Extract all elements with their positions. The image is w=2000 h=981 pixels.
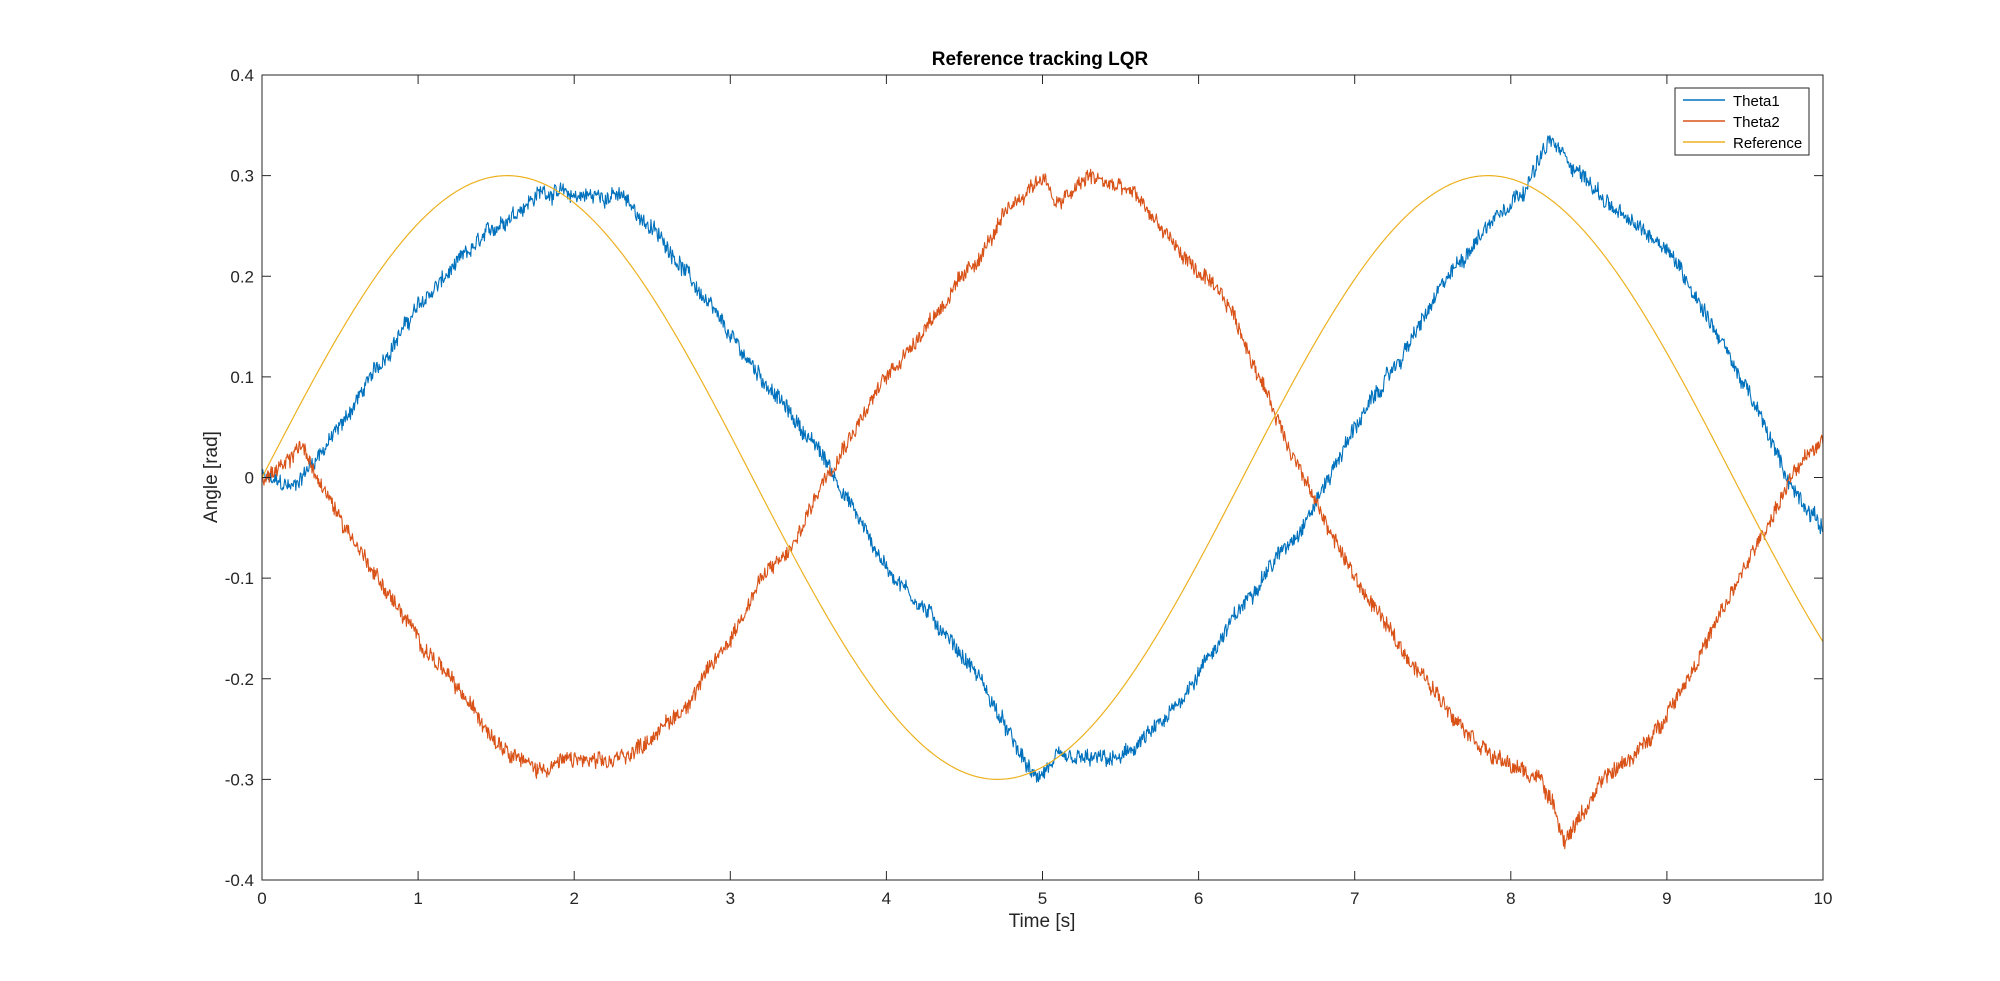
- y-tick-label: 0.4: [230, 66, 254, 85]
- series-line-theta2: [261, 168, 1824, 850]
- x-tick-label: 0: [257, 889, 266, 908]
- tick-layer: 0 1 2 3 4 5 6 7 8 9 10 -0.4 -0.3 -0.2 -0.1 0 0.1 0.2 0.3 0.…: [225, 66, 1833, 908]
- x-tick-label: 8: [1506, 889, 1515, 908]
- series-line-theta1: [261, 135, 1824, 783]
- legend-label-theta1: Theta1: [1733, 93, 1780, 110]
- x-tick-label: 3: [726, 889, 735, 908]
- x-tick-label: 6: [1194, 889, 1203, 908]
- series-layer: [261, 135, 1824, 850]
- y-tick-label: 0.2: [230, 267, 254, 286]
- y-tick-label: 0.3: [230, 167, 254, 186]
- chart-title: Reference tracking LQR: [932, 49, 1149, 70]
- y-tick-label: -0.2: [225, 670, 254, 689]
- y-tick-label: -0.3: [225, 770, 254, 789]
- x-axis-label: Time [s]: [1009, 911, 1076, 932]
- legend-label-reference: Reference: [1733, 135, 1802, 152]
- x-tick-label: 1: [413, 889, 422, 908]
- x-tick-label: 2: [569, 889, 578, 908]
- y-tick-label: -0.4: [225, 871, 254, 890]
- y-tick-label: 0.1: [230, 368, 254, 387]
- plot-area: [262, 75, 1823, 880]
- x-tick-label: 9: [1662, 889, 1671, 908]
- series-line-reference: [261, 175, 1824, 780]
- x-tick-label: 7: [1350, 889, 1359, 908]
- y-tick-label: -0.1: [225, 569, 254, 588]
- y-tick-label: 0: [245, 469, 254, 488]
- legend-label-theta2: Theta2: [1733, 114, 1780, 131]
- legend[interactable]: Theta1 Theta2 Reference: [1674, 87, 1810, 156]
- x-tick-label: 10: [1814, 889, 1833, 908]
- y-axis-label: Angle [rad]: [201, 431, 222, 523]
- x-tick-label: 5: [1038, 889, 1047, 908]
- x-tick-label: 4: [882, 889, 891, 908]
